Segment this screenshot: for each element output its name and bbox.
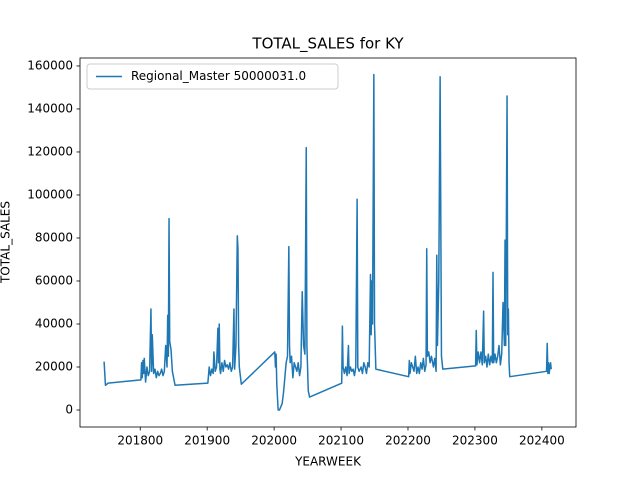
x-tick-label: 202200 bbox=[385, 434, 431, 448]
y-tick-label: 120000 bbox=[27, 144, 73, 158]
x-tick-label: 202000 bbox=[251, 434, 297, 448]
y-tick-label: 160000 bbox=[27, 58, 73, 72]
x-tick-label: 202300 bbox=[452, 434, 498, 448]
legend-box bbox=[86, 63, 339, 90]
x-tick-label: 202100 bbox=[318, 434, 364, 448]
y-tick-label: 60000 bbox=[35, 273, 73, 287]
y-tick-label: 140000 bbox=[27, 101, 73, 115]
y-tick-label: 20000 bbox=[35, 360, 73, 374]
x-tick-label: 201800 bbox=[117, 434, 163, 448]
x-tick-label: 201900 bbox=[184, 434, 230, 448]
x-tick-label: 202400 bbox=[519, 434, 565, 448]
y-tick-label: 40000 bbox=[35, 316, 73, 330]
y-tick-label: 100000 bbox=[27, 187, 73, 201]
y-axis-label: TOTAL_SALES bbox=[0, 201, 13, 284]
y-tick-label: 0 bbox=[65, 403, 73, 417]
legend-label: Regional_Master 50000031.0 bbox=[131, 69, 306, 83]
chart-title: TOTAL_SALES for KY bbox=[251, 35, 404, 54]
y-tick-label: 80000 bbox=[35, 230, 73, 244]
data-line bbox=[103, 73, 552, 411]
plot-frame bbox=[79, 57, 577, 428]
x-axis-label: YEARWEEK bbox=[294, 455, 362, 469]
